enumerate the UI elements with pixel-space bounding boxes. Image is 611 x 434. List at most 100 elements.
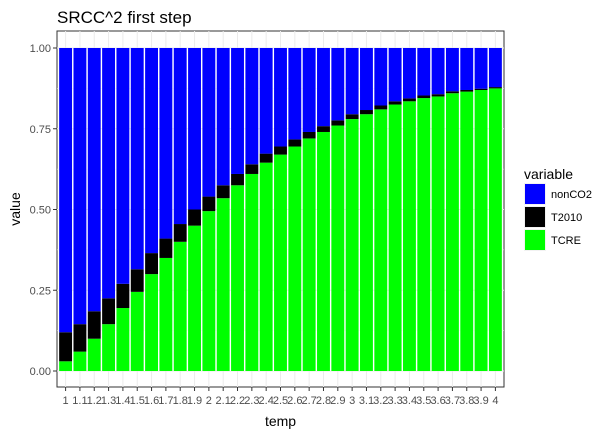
bar-segment-nonCO2	[288, 48, 302, 140]
bar-segment-nonCO2	[445, 48, 459, 92]
bar-segment-TCRE	[216, 198, 230, 371]
bar-segment-TCRE	[417, 98, 431, 371]
x-tick-label: 2.5	[273, 395, 288, 407]
bar-segment-T2010	[345, 114, 359, 120]
legend-title: variable	[524, 166, 573, 182]
bar-segment-nonCO2	[188, 48, 201, 210]
bar-segment-nonCO2	[202, 48, 216, 197]
x-tick-label: 3	[349, 395, 355, 407]
bar-segment-TCRE	[345, 119, 359, 371]
x-tick-label: 1.4	[115, 395, 130, 407]
y-axis-title: value	[7, 192, 23, 226]
x-tick-label: 1.9	[187, 395, 202, 407]
bar-segment-T2010	[116, 283, 130, 309]
bar-segment-T2010	[360, 110, 373, 115]
x-tick-label: 3.2	[373, 395, 388, 407]
bar-segment-TCRE	[116, 308, 130, 371]
bar-segment-TCRE	[431, 96, 445, 371]
bar-segment-nonCO2	[474, 48, 488, 89]
bar-segment-TCRE	[130, 291, 144, 371]
bar-segment-TCRE	[388, 104, 402, 372]
x-tick-label: 3.3	[387, 395, 402, 407]
bar-segment-T2010	[302, 131, 316, 139]
bar-segment-T2010	[317, 126, 330, 132]
x-tick-label: 1.5	[130, 395, 145, 407]
legend-label: T2010	[551, 212, 582, 224]
bar-segment-nonCO2	[402, 48, 416, 99]
bar-segment-TCRE	[159, 257, 173, 371]
bar-segment-T2010	[388, 101, 402, 105]
x-tick-label: 3.9	[473, 395, 488, 407]
bar-segment-nonCO2	[431, 48, 445, 95]
x-tick-label: 2	[206, 395, 212, 407]
chart-title: SRCC^2 first step	[57, 8, 192, 27]
x-tick-label: 4	[492, 395, 498, 407]
x-tick-label: 2.7	[302, 395, 317, 407]
bar-segment-nonCO2	[417, 48, 431, 96]
bar-segment-nonCO2	[488, 48, 502, 88]
bar-segment-T2010	[231, 173, 244, 186]
bar-segment-TCRE	[274, 154, 287, 371]
y-tick-label: 1.00	[30, 43, 51, 55]
bar-segment-nonCO2	[231, 48, 244, 174]
bar-segment-T2010	[188, 209, 201, 226]
bar-segment-TCRE	[445, 93, 459, 371]
bar-segment-T2010	[102, 298, 116, 325]
bar-segment-TCRE	[145, 274, 159, 371]
bar-segment-TCRE	[331, 125, 345, 372]
y-tick-label: 0.75	[30, 124, 51, 136]
bar-segment-TCRE	[59, 361, 73, 371]
legend-swatch-T2010	[525, 207, 545, 227]
bar-segment-TCRE	[317, 131, 330, 371]
bars	[59, 48, 502, 372]
bar-segment-T2010	[159, 238, 173, 258]
bar-segment-nonCO2	[374, 48, 388, 106]
bar-segment-nonCO2	[159, 48, 173, 239]
bar-segment-TCRE	[488, 88, 502, 371]
y-axis: 0.00 0.25 0.50 0.75 1.00	[30, 43, 57, 378]
x-tick-label: 1.1	[72, 395, 87, 407]
bar-segment-T2010	[130, 269, 144, 292]
x-axis-title: temp	[265, 413, 296, 429]
bar-segment-T2010	[259, 153, 273, 163]
bar-segment-TCRE	[302, 138, 316, 371]
bar-segment-nonCO2	[116, 48, 130, 284]
legend: variable nonCO2 T2010 TCRE	[524, 166, 592, 251]
bar-segment-TCRE	[402, 101, 416, 372]
bar-segment-TCRE	[87, 338, 101, 371]
bar-segment-T2010	[73, 324, 87, 352]
bar-segment-T2010	[59, 332, 73, 362]
bar-segment-nonCO2	[274, 48, 287, 147]
bar-segment-TCRE	[173, 241, 187, 371]
x-tick-label: 2.1	[216, 395, 231, 407]
bar-segment-nonCO2	[360, 48, 373, 111]
bar-segment-nonCO2	[130, 48, 144, 270]
x-tick-label: 1.8	[173, 395, 188, 407]
bar-segment-nonCO2	[345, 48, 359, 115]
x-tick-label: 2.6	[287, 395, 302, 407]
bar-segment-nonCO2	[388, 48, 402, 102]
x-tick-label: 3.1	[359, 395, 374, 407]
bar-segment-nonCO2	[145, 48, 159, 254]
bar-segment-nonCO2	[259, 48, 273, 154]
legend-label: TCRE	[551, 235, 581, 247]
bar-segment-T2010	[445, 91, 459, 94]
bar-segment-nonCO2	[59, 48, 73, 333]
bar-segment-T2010	[331, 120, 345, 126]
bar-segment-nonCO2	[245, 48, 259, 165]
x-tick-label: 2.8	[316, 395, 331, 407]
x-tick-label: 3.7	[445, 395, 460, 407]
bar-segment-TCRE	[102, 324, 116, 371]
bar-segment-T2010	[274, 146, 287, 155]
bar-segment-T2010	[402, 98, 416, 102]
bar-segment-T2010	[145, 253, 159, 275]
x-tick-label: 1.3	[101, 395, 116, 407]
bar-segment-nonCO2	[460, 48, 474, 90]
bar-segment-TCRE	[73, 351, 87, 371]
bar-segment-T2010	[488, 87, 502, 89]
x-tick-label: 2.4	[259, 395, 274, 407]
bar-segment-T2010	[245, 164, 259, 174]
bar-segment-T2010	[431, 94, 445, 97]
bar-segment-nonCO2	[302, 48, 316, 132]
